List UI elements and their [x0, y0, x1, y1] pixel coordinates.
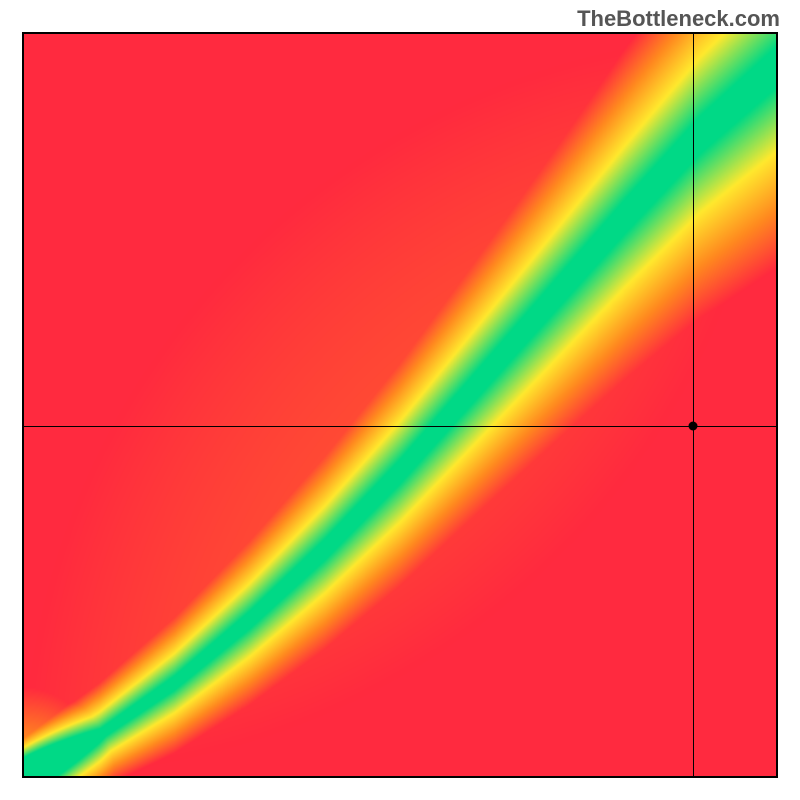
watermark-text: TheBottleneck.com: [577, 6, 780, 32]
heatmap-canvas: [24, 34, 776, 776]
heatmap-plot: [22, 32, 778, 778]
